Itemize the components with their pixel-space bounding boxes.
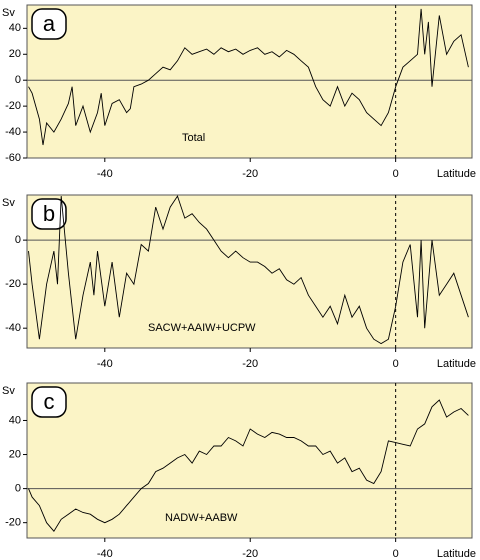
- panel-box: [31, 8, 67, 40]
- y-axis-label: Sv: [2, 7, 15, 19]
- x-axis-label: Latitude: [437, 358, 476, 370]
- y-tick-label: 20: [9, 448, 21, 460]
- x-tick-label: -40: [97, 168, 113, 180]
- x-tick-label: -20: [242, 168, 258, 180]
- panel-label: a: [43, 11, 56, 36]
- y-tick-label: 20: [9, 48, 21, 60]
- panel-box: [31, 386, 67, 418]
- y-axis-label: Sv: [2, 197, 15, 209]
- x-axis-label: Latitude: [437, 168, 476, 180]
- panel-box: [31, 198, 67, 230]
- data-line: [28, 195, 469, 345]
- plot-area: [26, 4, 473, 159]
- y-tick-label: -60: [5, 152, 21, 164]
- x-tick-label: 0: [393, 548, 399, 560]
- panel-label: c: [44, 389, 55, 414]
- annotation: Total: [182, 132, 205, 144]
- y-tick-label: 0: [15, 234, 21, 246]
- annotation: SACW+AAIW+UCPW: [148, 322, 256, 334]
- x-axis-label: Latitude: [437, 548, 476, 560]
- y-tick-label: -20: [5, 517, 21, 529]
- x-tick-label: 0: [393, 168, 399, 180]
- x-tick-label: -20: [242, 358, 258, 370]
- x-tick-label: -40: [97, 548, 113, 560]
- x-tick-label: -20: [242, 548, 258, 560]
- x-tick-label: -40: [97, 358, 113, 370]
- annotation: NADW+AABW: [165, 512, 238, 524]
- y-tick-label: 40: [9, 414, 21, 426]
- y-tick-label: -40: [5, 126, 21, 138]
- plot-area: [26, 382, 473, 539]
- y-tick-label: 0: [15, 483, 21, 495]
- data-line: [28, 8, 469, 146]
- x-tick-label: 0: [393, 358, 399, 370]
- y-tick-label: -20: [5, 100, 21, 112]
- y-tick-label: 40: [9, 22, 21, 34]
- panel-label: b: [43, 201, 55, 226]
- y-tick-label: -20: [5, 278, 21, 290]
- y-tick-label: -40: [5, 322, 21, 334]
- y-tick-label: 0: [15, 74, 21, 86]
- y-axis-label: Sv: [2, 385, 15, 397]
- plot-area: [26, 194, 473, 349]
- data-line: [28, 399, 469, 532]
